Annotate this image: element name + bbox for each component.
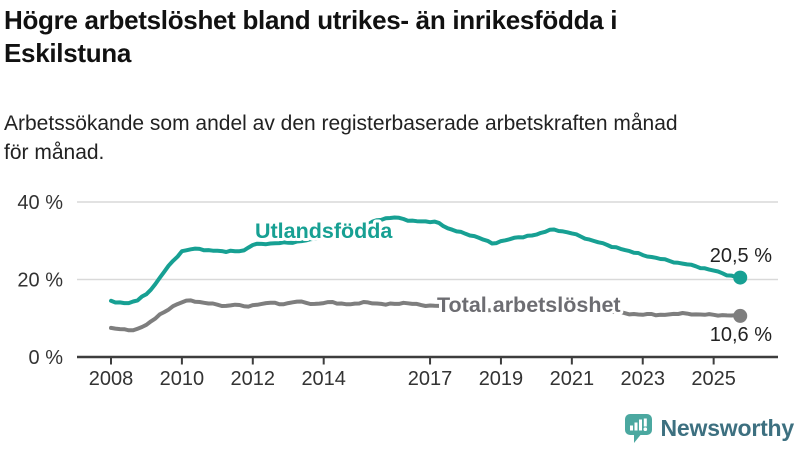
- chart-subtitle: Arbetssökande som andel av den registerb…: [4, 109, 796, 167]
- y-tick-label: 20 %: [17, 270, 63, 292]
- title-line-2: Eskilstuna: [4, 38, 132, 68]
- series-end-value-2: 10,6 %: [710, 324, 772, 346]
- logo-exclamation-bar: [643, 418, 647, 426]
- x-tick-label: 2014: [301, 368, 346, 390]
- logo-bar-1: [629, 425, 633, 430]
- x-tick-label: 2023: [621, 368, 666, 390]
- brand-name: Newsworthy: [660, 414, 795, 441]
- series-label-2: Total arbetslöshet: [437, 293, 621, 317]
- x-tick-label: 2012: [231, 368, 276, 390]
- page-title: Högre arbetslöshet bland utrikes- än inr…: [4, 4, 796, 70]
- brand-footer: Newsworthy: [624, 412, 794, 444]
- x-tick-label: 2019: [479, 368, 524, 390]
- series-end-value-1: 20,5 %: [710, 245, 772, 267]
- y-tick-label: 40 %: [17, 192, 63, 214]
- logo-bar-2: [634, 422, 638, 430]
- title-line-1: Högre arbetslöshet bland utrikes- än inr…: [4, 5, 618, 35]
- series-line-1: [109, 215, 743, 306]
- x-tick-label: 2008: [89, 368, 134, 390]
- x-tick-label: 2021: [550, 368, 595, 390]
- logo-bar-3: [638, 419, 642, 430]
- series-line-2: [109, 298, 743, 333]
- subtitle-line-2: för månad.: [4, 141, 105, 164]
- subtitle-line-1: Arbetssökande som andel av den registerb…: [4, 112, 678, 135]
- y-tick-label: 0 %: [29, 347, 64, 369]
- x-tick-label: 2010: [160, 368, 205, 390]
- x-tick-label: 2025: [691, 368, 736, 390]
- series-label-1: Utlandsfödda: [255, 219, 393, 243]
- series-end-dot-2: [733, 308, 748, 323]
- logo-exclamation-dot: [643, 426, 647, 431]
- series-end-dot-1: [733, 270, 748, 285]
- logo-bubble-shape: [624, 413, 652, 443]
- newsworthy-logo-icon: [624, 413, 652, 443]
- x-tick-label: 2017: [408, 368, 453, 390]
